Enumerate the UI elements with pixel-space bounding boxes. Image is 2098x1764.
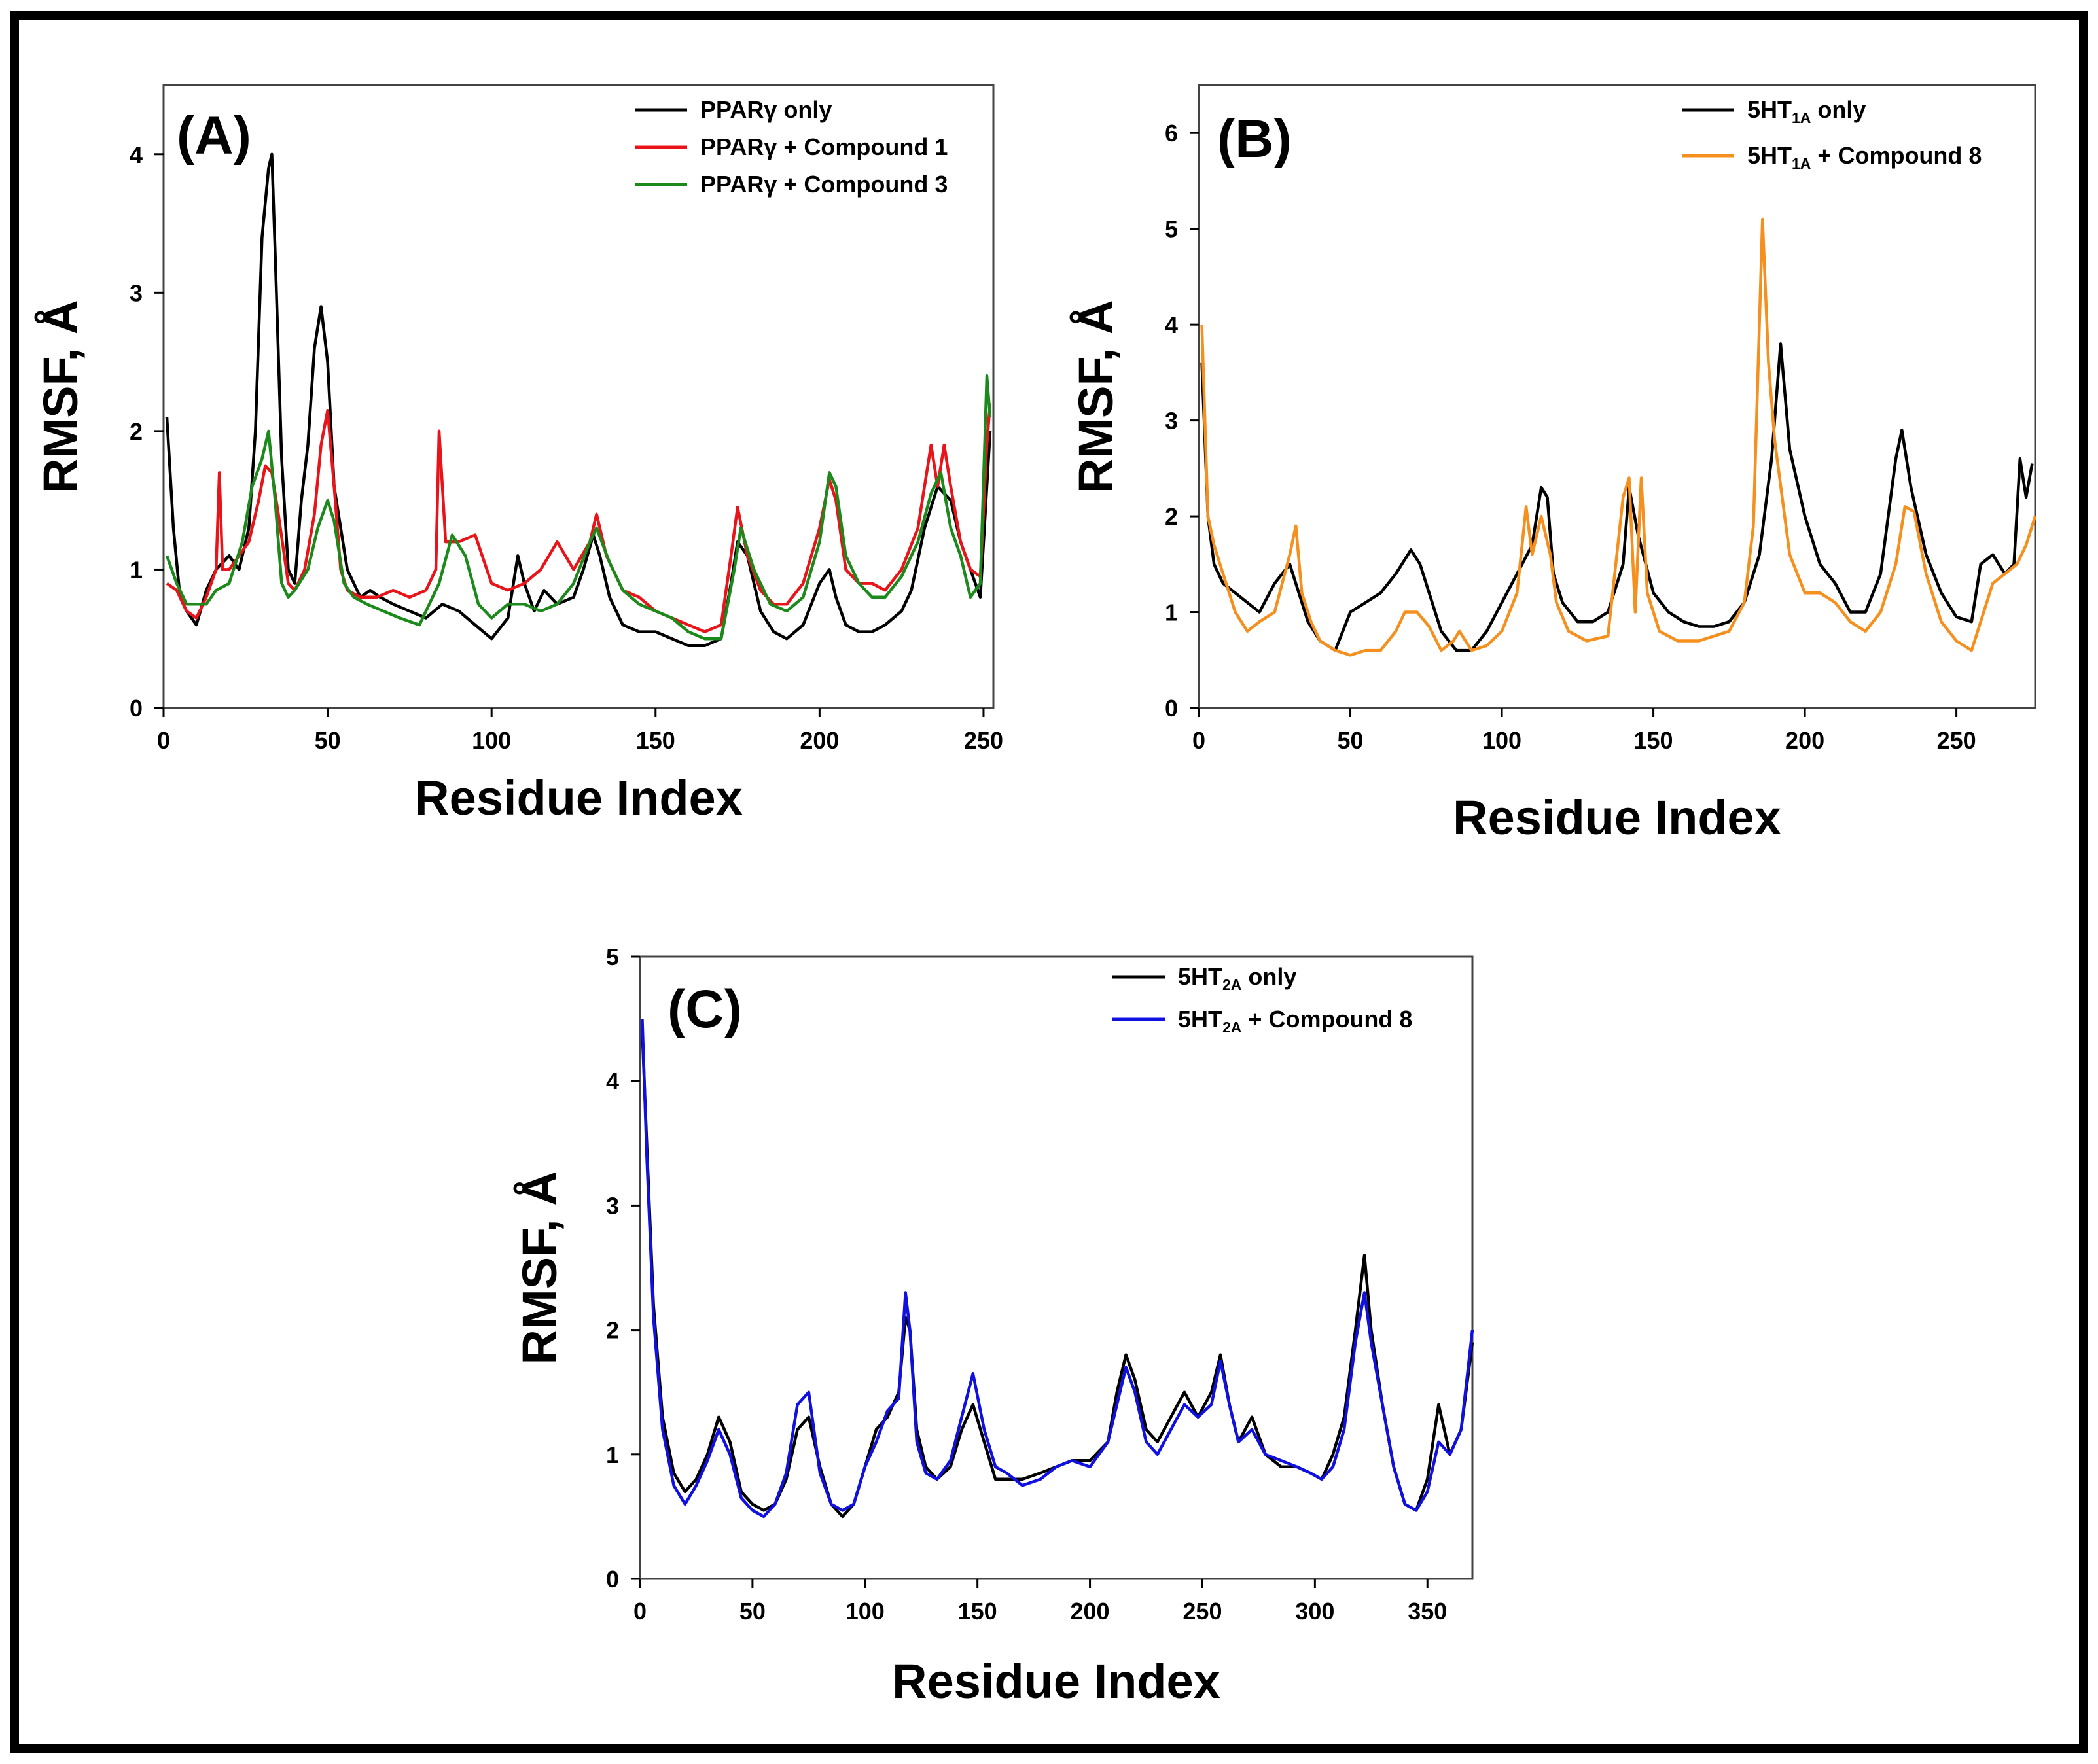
y-tick-label: 3 xyxy=(130,279,143,306)
x-tick-label: 250 xyxy=(1182,1598,1222,1625)
x-tick-label: 150 xyxy=(636,727,675,754)
y-tick-label: 4 xyxy=(1165,311,1178,338)
series-line-1 xyxy=(641,1031,1474,1519)
panel-label: (B) xyxy=(1217,109,1292,169)
y-tick-label: 2 xyxy=(1165,503,1178,530)
x-axis-title: Residue Index xyxy=(1453,790,1781,845)
x-tick-label: 200 xyxy=(1071,1598,1110,1625)
x-tick-label: 300 xyxy=(1295,1598,1334,1625)
legend-entry-tail: only xyxy=(1241,963,1296,990)
x-tick-label: 50 xyxy=(315,727,341,754)
legend-entry: 5HT1A only xyxy=(1747,96,1866,126)
y-tick-label: 6 xyxy=(1165,120,1178,147)
x-tick-label: 50 xyxy=(739,1598,766,1625)
plot-area-frame xyxy=(162,84,995,709)
chart-panel-1: 0 50 100 150 200 250 0 1 2 3 4 Residue Index RMSF, Å… xyxy=(33,84,1003,825)
y-axis-title: RMSF, Å xyxy=(512,1171,567,1365)
legend-entry-subscript: 1A xyxy=(1792,109,1811,126)
x-axis-title: Residue Index xyxy=(414,771,743,825)
x-tick-label: 250 xyxy=(1937,727,1976,754)
legend-entry: 5HT2A only xyxy=(1178,963,1296,993)
legend-entry-main: PPARγ + Compound 3 xyxy=(700,171,948,198)
series-line-2 xyxy=(1200,217,2037,657)
x-tick-label: 100 xyxy=(845,1598,885,1625)
x-tick-label: 150 xyxy=(958,1598,997,1625)
legend-entry-subscript: 2A xyxy=(1222,976,1241,993)
y-tick-label: 4 xyxy=(606,1068,619,1095)
legend-entry: PPARγ + Compound 1 xyxy=(700,133,948,160)
x-tick-label: 200 xyxy=(1785,727,1824,754)
x-tick-label: 350 xyxy=(1408,1598,1447,1625)
y-tick-label: 1 xyxy=(606,1441,619,1468)
legend-entry-subscript: 1A xyxy=(1792,155,1811,172)
plot-area-frame xyxy=(639,955,1474,1580)
y-tick-label: 0 xyxy=(130,695,143,722)
chart-panel-2: 0 50 100 150 200 250 0 1 2 3 4 5 6 Residue Index RMSF,… xyxy=(1069,84,2037,845)
y-tick-label: 3 xyxy=(1165,408,1178,434)
y-tick-label: 0 xyxy=(606,1566,619,1593)
legend: PPARγ only PPARγ + Compound 1 PPARγ + Comp… xyxy=(635,96,948,198)
series-line-2 xyxy=(641,1019,1474,1519)
y-tick-label: 0 xyxy=(1165,695,1178,722)
legend-entry-subscript: 2A xyxy=(1222,1019,1241,1036)
x-tick-label: 50 xyxy=(1337,727,1363,754)
x-tick-label: 100 xyxy=(1482,727,1521,754)
legend-entry: 5HT1A + Compound 8 xyxy=(1747,142,1982,172)
legend-entry-tail: + Compound 8 xyxy=(1241,1006,1412,1032)
y-tick-label: 3 xyxy=(606,1192,619,1219)
y-tick-label: 4 xyxy=(130,141,143,168)
panel-label: (C) xyxy=(667,979,742,1039)
legend-entry-tail: only xyxy=(1811,96,1866,123)
figure-border xyxy=(10,11,2088,1753)
x-tick-label: 100 xyxy=(472,727,511,754)
series-line-2 xyxy=(166,403,992,633)
y-axis-title: RMSF, Å xyxy=(1069,300,1123,493)
y-tick-label: 2 xyxy=(130,418,143,445)
legend-entry-main: 5HT xyxy=(1178,963,1222,990)
legend-entry-tail: + Compound 8 xyxy=(1811,142,1982,169)
x-tick-label: 0 xyxy=(633,1598,647,1625)
legend-entry-main: 5HT xyxy=(1747,96,1792,123)
y-axis-title: RMSF, Å xyxy=(33,300,88,493)
x-tick-label: 0 xyxy=(1192,727,1205,754)
plot-area-frame xyxy=(1198,84,2036,709)
x-tick-label: 150 xyxy=(1634,727,1673,754)
legend-entry-main: PPARγ only xyxy=(700,96,832,123)
legend-entry: PPARγ + Compound 3 xyxy=(700,171,948,198)
y-tick-label: 1 xyxy=(1165,599,1178,626)
x-axis-title: Residue Index xyxy=(892,1654,1220,1708)
y-tick-label: 2 xyxy=(606,1317,619,1344)
panel-label: (A) xyxy=(177,106,251,166)
y-tick-label: 1 xyxy=(130,556,143,583)
x-tick-label: 200 xyxy=(800,727,839,754)
x-tick-label: 0 xyxy=(157,727,170,754)
legend-entry-main: PPARγ + Compound 1 xyxy=(700,133,948,160)
legend-entry-main: 5HT xyxy=(1178,1006,1222,1032)
legend-entry: 5HT2A + Compound 8 xyxy=(1178,1006,1412,1036)
y-tick-label: 5 xyxy=(1165,216,1178,243)
y-tick-label: 5 xyxy=(606,944,619,970)
x-tick-label: 250 xyxy=(964,727,1003,754)
legend-entry: PPARγ only xyxy=(700,96,832,123)
chart-panel-3: 0 50 100 150 200 250 300 350 0 1 2 3 4 5 Residue Index… xyxy=(512,944,1474,1708)
series-line-3 xyxy=(165,374,992,641)
legend-entry-main: 5HT xyxy=(1747,142,1792,169)
